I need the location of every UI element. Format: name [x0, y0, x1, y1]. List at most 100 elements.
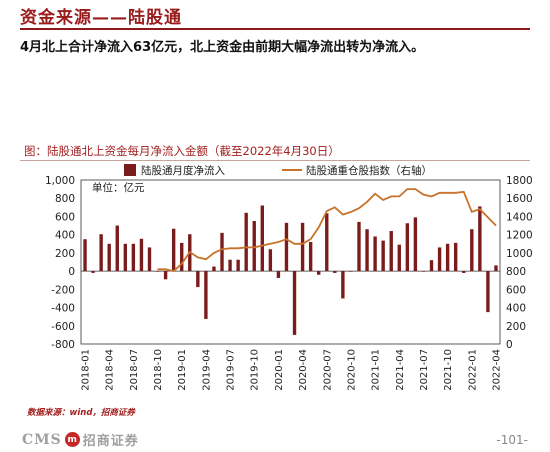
x-tick-label: 2022-01 — [467, 349, 478, 391]
title-divider — [20, 28, 530, 30]
bar — [171, 228, 176, 272]
logo-text: CMS — [22, 431, 62, 448]
bar-series — [83, 205, 498, 335]
bar — [413, 217, 418, 272]
bar — [147, 247, 152, 272]
x-tick-label: 2022-04 — [491, 349, 502, 391]
bar — [163, 271, 168, 280]
legend-swatch-bar — [124, 164, 136, 176]
x-tick-label: 2020-01 — [274, 349, 285, 391]
bar — [228, 259, 232, 272]
bar — [308, 241, 313, 272]
cms-logo: CMS m 招商证券 — [22, 430, 139, 450]
unit-label: 单位：亿元 — [92, 181, 145, 194]
y-left-tick-label: -600 — [51, 321, 75, 333]
y-left-tick-label: 0 — [68, 266, 75, 278]
x-tick-label: 2021-10 — [443, 349, 454, 391]
bar — [131, 243, 136, 272]
x-tick-label: 2018-10 — [153, 349, 164, 391]
bar — [123, 243, 128, 272]
bar — [462, 271, 466, 273]
bar — [421, 271, 426, 272]
logo-chinese: 招商证券 — [82, 434, 139, 449]
bar — [83, 239, 87, 272]
x-tick-label: 2020-07 — [322, 349, 333, 391]
y-right-tick-label: 1400 — [506, 211, 533, 223]
x-tick-label: 2019-01 — [177, 349, 188, 391]
x-tick-label: 2021-07 — [419, 349, 430, 391]
bar — [470, 229, 474, 272]
bar — [139, 238, 144, 272]
chart-legend: 陆股通月度净流入 陆股通重仓股指数（右轴） — [124, 164, 432, 177]
y-right-tick-label: 1000 — [506, 248, 533, 260]
x-tick-label: 2020-10 — [346, 349, 357, 391]
y-left-tick-label: 800 — [55, 193, 75, 205]
bar — [107, 243, 111, 272]
bar — [429, 260, 434, 272]
x-tick-label: 2018-07 — [129, 349, 140, 391]
y-right-tick-label: 400 — [506, 303, 526, 315]
index-line — [157, 188, 497, 273]
bar — [204, 271, 208, 319]
bar — [486, 271, 490, 313]
x-tick-label: 2021-04 — [395, 349, 406, 391]
summary-text: 4月北上合计净流入63亿元，北上资金由前期大幅净流出转为净流入。 — [20, 40, 425, 55]
bar — [365, 229, 369, 272]
x-tick-label: 2020-04 — [298, 349, 309, 391]
bar — [252, 221, 256, 272]
bar — [341, 271, 345, 299]
legend-label-line: 陆股通重仓股指数（右轴） — [306, 164, 432, 177]
y-left-tick-label: 200 — [55, 248, 75, 260]
bar — [155, 271, 160, 272]
page-title: 资金来源——陆股通 — [20, 8, 182, 28]
bar — [284, 222, 289, 272]
y-right-tick-label: 1800 — [506, 175, 533, 187]
x-tick-label: 2018-04 — [105, 349, 116, 391]
bar — [437, 247, 442, 272]
bar — [260, 205, 264, 272]
bar — [453, 242, 458, 272]
bar — [325, 213, 329, 272]
logo-mark-icon: m — [64, 432, 80, 447]
x-tick-label: 2021-01 — [371, 349, 382, 391]
bar — [244, 212, 248, 272]
y-left-tick-label: -400 — [51, 303, 75, 315]
bar — [397, 244, 401, 272]
bar — [196, 271, 200, 288]
plot-frame — [80, 179, 501, 345]
chart-title: 图：陆股通北上资金每月净流入金额（截至2022年4月30日） — [24, 144, 340, 158]
x-tick-label: 2019-10 — [250, 349, 261, 391]
bar — [349, 271, 353, 272]
x-tick-label: 2019-04 — [201, 349, 212, 391]
y-right-tick-label: 1200 — [506, 230, 533, 242]
bar — [268, 249, 273, 272]
x-tick-label: 2019-07 — [226, 349, 237, 391]
bar — [357, 221, 361, 272]
bar — [494, 265, 498, 272]
chart-axes: 1,000 800 600 400 200 0 -200 -400 -600 -800 1800 16… — [45, 175, 533, 391]
bar — [445, 243, 450, 272]
bar — [91, 271, 95, 273]
bar — [405, 223, 410, 272]
bar — [212, 266, 216, 272]
bar — [115, 225, 119, 272]
bar — [381, 240, 385, 272]
y-right-tick-label: 600 — [506, 284, 526, 296]
y-right-tick-label: 800 — [506, 266, 526, 278]
bar — [220, 232, 224, 272]
bar — [276, 271, 281, 278]
bar — [317, 271, 321, 275]
source-note: 数据来源：wind，招商证券 — [27, 408, 135, 418]
bar — [292, 271, 297, 335]
line-series — [157, 188, 497, 273]
bar — [389, 231, 393, 272]
bar — [300, 222, 305, 272]
y-left-tick-label: -200 — [51, 284, 75, 296]
legend-label-bar: 陆股通月度净流入 — [141, 164, 225, 177]
bar — [99, 234, 103, 272]
page-number: -101- — [496, 433, 528, 447]
bar — [236, 259, 240, 272]
bar — [180, 242, 184, 272]
x-tick-label: 2018-01 — [81, 349, 92, 391]
